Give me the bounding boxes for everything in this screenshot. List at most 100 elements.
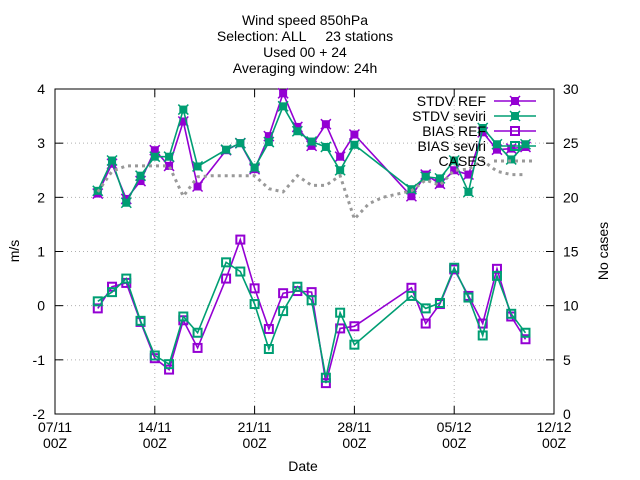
y-tick-label: 2	[37, 189, 45, 205]
data-point	[506, 308, 517, 319]
y2-tick-label: 30	[563, 81, 579, 97]
data-point	[220, 144, 232, 156]
data-point	[192, 327, 203, 338]
legend-label: BIAS seviri	[418, 138, 486, 154]
data-point	[135, 170, 147, 182]
data-point	[163, 151, 175, 163]
title-line-4: Averaging window: 24h	[233, 60, 378, 76]
data-point	[434, 172, 446, 184]
y-tick-label: -1	[33, 352, 46, 368]
series-cases	[96, 158, 526, 222]
y2-tick-label: 20	[563, 189, 579, 205]
data-point	[463, 292, 474, 303]
series-bias-seviri	[92, 257, 531, 383]
data-point	[406, 290, 417, 301]
x-tick-sublabel: 00Z	[442, 435, 467, 451]
x-tick-sublabel: 00Z	[243, 435, 268, 451]
data-point	[349, 339, 360, 350]
data-point	[477, 122, 489, 134]
series-line	[96, 158, 526, 222]
data-point	[420, 303, 431, 314]
x-tick-sublabel: 00Z	[542, 435, 567, 451]
data-point	[334, 164, 346, 176]
y2-axis-label: No cases	[595, 222, 611, 280]
legend-marker	[510, 141, 520, 151]
legend-entry: STDV REF	[417, 93, 536, 109]
legend-label: STDV seviri	[412, 108, 486, 124]
data-point	[306, 295, 317, 306]
data-point	[291, 125, 303, 137]
data-point	[348, 128, 360, 141]
axis-ticks: -2-10123405101520253007/1100Z14/1100Z21/…	[33, 81, 579, 451]
x-tick-label: 14/11	[138, 419, 172, 435]
legend-marker	[510, 126, 520, 136]
y-tick-label: 0	[37, 298, 45, 314]
y-tick-label: -2	[33, 406, 46, 422]
data-point	[277, 100, 289, 112]
data-point	[263, 323, 274, 334]
data-point	[520, 334, 531, 345]
data-point	[349, 321, 360, 332]
data-point	[292, 281, 303, 292]
data-point	[278, 306, 289, 317]
y2-tick-label: 15	[563, 244, 579, 260]
data-point	[263, 136, 275, 148]
x-axis-label: Date	[288, 458, 318, 474]
legend-entry: CASES	[439, 153, 536, 169]
data-point	[449, 262, 460, 273]
data-point	[249, 162, 261, 174]
data-point	[234, 137, 246, 149]
legend-marker	[509, 95, 521, 107]
data-point	[149, 151, 161, 163]
data-point	[92, 296, 103, 307]
data-point	[348, 139, 360, 151]
data-point	[121, 273, 132, 284]
legend-label: STDV REF	[417, 93, 486, 109]
data-point	[520, 327, 531, 338]
series-line	[97, 237, 527, 384]
y2-tick-label: 10	[563, 298, 579, 314]
legend-marker	[509, 110, 521, 122]
data-point	[420, 318, 431, 329]
x-tick-label: 21/11	[238, 419, 272, 435]
y-tick-label: 3	[37, 135, 45, 151]
data-point	[164, 364, 175, 375]
x-tick-label: 28/11	[337, 419, 371, 435]
data-point	[491, 138, 503, 150]
data-point	[235, 234, 246, 245]
data-point	[135, 315, 146, 326]
data-point	[320, 372, 331, 383]
data-point	[192, 342, 203, 353]
data-point	[178, 311, 189, 322]
series-stdv-seviri	[92, 100, 532, 209]
y-axis-label: m/s	[6, 240, 22, 263]
title-line-1: Wind speed 850hPa	[242, 12, 368, 28]
y2-tick-label: 0	[563, 406, 571, 422]
series-layer	[92, 87, 532, 389]
data-point	[221, 257, 232, 268]
data-point	[149, 350, 160, 361]
title-line-2: Selection: ALL 23 stations	[217, 28, 393, 44]
data-point	[477, 330, 488, 341]
data-point	[177, 104, 189, 116]
data-point	[334, 151, 346, 163]
data-point	[249, 299, 260, 310]
chart-title: Wind speed 850hPa Selection: ALL 23 stat…	[217, 12, 393, 76]
legend-entry: STDV seviri	[412, 108, 536, 124]
y2-tick-label: 5	[563, 352, 571, 368]
data-point	[249, 283, 260, 294]
y-tick-label: 1	[37, 244, 45, 260]
series-line	[97, 261, 527, 378]
data-point	[235, 266, 246, 277]
y2-tick-label: 25	[563, 135, 579, 151]
data-point	[505, 153, 517, 165]
data-point	[462, 186, 474, 198]
data-point	[107, 287, 118, 298]
data-point	[434, 297, 445, 308]
legend-entry: BIAS seviri	[418, 138, 536, 154]
data-point	[120, 197, 132, 209]
data-point	[164, 359, 175, 370]
data-point	[306, 136, 318, 148]
